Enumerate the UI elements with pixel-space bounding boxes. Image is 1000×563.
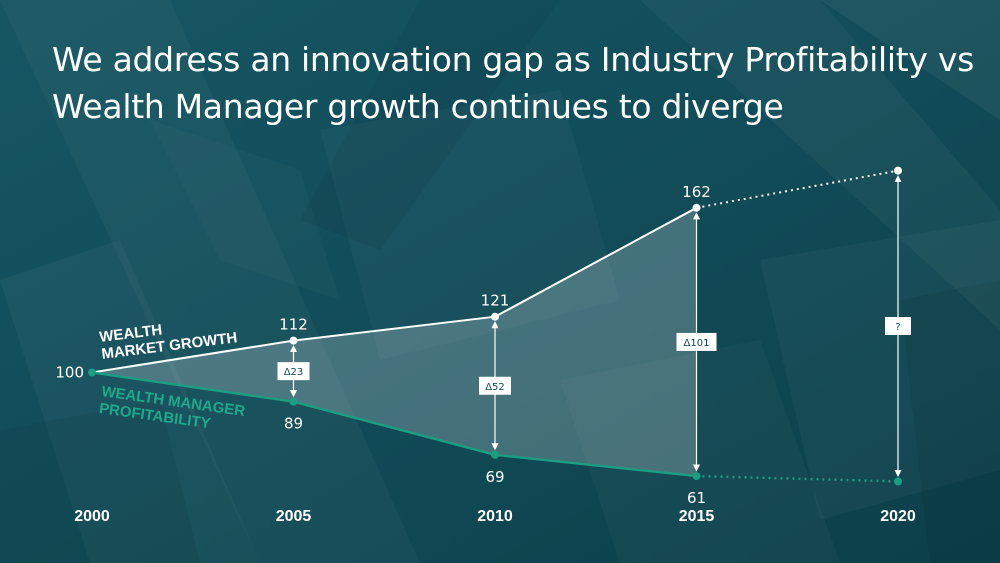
growth-point-2015 xyxy=(692,203,701,212)
x-tick-label-2015: 2015 xyxy=(679,508,715,525)
points-layer xyxy=(88,166,902,486)
x-tick-label-2010: 2010 xyxy=(477,508,513,525)
gap-label-box-2015 xyxy=(676,332,717,351)
labels-layer: Δ23 Δ52 Δ101? 100 112 121 162 89 69 61 WEALTHMARKE… xyxy=(55,183,916,525)
gap-label-box-2005 xyxy=(277,362,310,381)
growth-point-2020 xyxy=(894,166,902,175)
growth-line xyxy=(91,206,697,374)
page-title: We address an innovation gap as Industry… xyxy=(52,40,974,126)
growth-value-label-2005: 112 xyxy=(279,316,308,334)
growth-point-2005 xyxy=(289,336,298,345)
profitability-value-label-2005: 89 xyxy=(284,415,303,433)
gap-label-2020: ? xyxy=(895,322,900,333)
profitability-value-label-2015: 61 xyxy=(687,489,706,507)
growth-value-label-2015: 162 xyxy=(682,183,711,201)
profitability-point-2010 xyxy=(491,450,499,459)
gap-label-box-2010 xyxy=(479,376,511,395)
growth-point-2010 xyxy=(491,312,499,321)
gap-area-layer xyxy=(92,207,697,477)
gap-label-2015: Δ101 xyxy=(684,338,710,349)
profitability-point-2020 xyxy=(894,477,902,486)
profitability-line xyxy=(91,371,697,478)
x-tick-label-2005: 2005 xyxy=(276,508,312,525)
growth-value-label-2010: 121 xyxy=(481,292,510,310)
profitability-value-label-2010: 69 xyxy=(485,468,504,486)
gap-label-box-2020 xyxy=(885,317,911,335)
x-tick-label-2000: 2000 xyxy=(74,508,110,525)
profitability-point-2005 xyxy=(289,397,298,406)
growth-projection-line xyxy=(696,169,899,209)
profitability-point-2015 xyxy=(692,472,701,481)
profitability-point-2000 xyxy=(88,368,96,377)
gap-area xyxy=(92,207,697,477)
x-tick-label-2020: 2020 xyxy=(880,508,916,525)
gap-label-2005: Δ23 xyxy=(284,367,304,378)
series-lines-layer xyxy=(91,169,899,483)
gap-label-2010: Δ52 xyxy=(485,382,505,393)
growth-value-label-2000: 100 xyxy=(55,363,84,381)
profitability-projection-line xyxy=(696,474,899,483)
